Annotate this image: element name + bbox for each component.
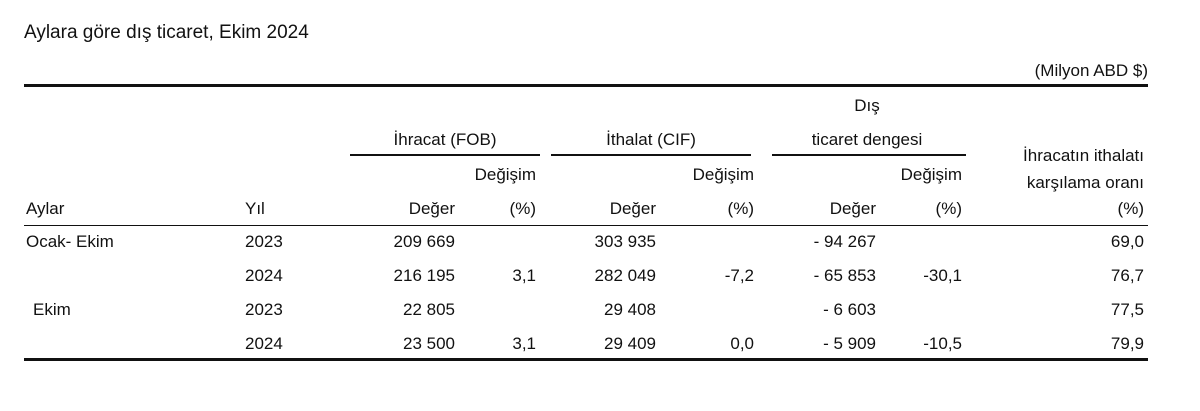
imports-header: İthalat (CIF)	[606, 130, 696, 149]
row-coverage: 77,5	[1110, 300, 1144, 319]
row-year: 2024	[245, 334, 283, 353]
table-bottom-rule	[24, 358, 1148, 361]
imports-underline	[551, 154, 751, 156]
row-period: Ekim	[33, 300, 71, 319]
row-imports-value: 303 935	[594, 232, 656, 251]
balance-header-line1: Dış	[854, 96, 880, 115]
exports-header: İhracat (FOB)	[393, 130, 497, 149]
row-imports-value: 282 049	[594, 266, 656, 285]
unit-label: (Milyon ABD $)	[1034, 61, 1148, 80]
row-year: 2023	[245, 300, 283, 319]
exports-value-header: Değer	[408, 199, 455, 218]
exports-underline	[350, 154, 540, 156]
row-exports-change: 3,1	[512, 266, 536, 285]
coverage-pct-header: (%)	[1117, 199, 1144, 218]
balance-pct-header: (%)	[935, 199, 962, 218]
balance-underline	[772, 154, 966, 156]
row-coverage: 69,0	[1110, 232, 1144, 251]
exports-change-header: Değişim	[474, 165, 536, 184]
row-imports-value: 29 409	[604, 334, 656, 353]
balance-change-header: Değişim	[900, 165, 962, 184]
row-balance-value: - 6 603	[823, 300, 876, 319]
row-balance-change: -10,5	[923, 334, 962, 353]
row-imports-change: 0,0	[730, 334, 754, 353]
row-exports-value: 22 805	[403, 300, 455, 319]
table-top-rule	[24, 84, 1148, 87]
row-period: Ocak- Ekim	[26, 232, 114, 251]
balance-header-line2: ticaret dengesi	[811, 130, 923, 149]
row-imports-change: -7,2	[724, 266, 754, 285]
months-header: Aylar	[26, 199, 65, 218]
row-exports-value: 216 195	[393, 266, 455, 285]
imports-value-header: Değer	[609, 199, 656, 218]
header-rule	[24, 225, 1148, 226]
row-exports-value: 209 669	[393, 232, 455, 251]
row-year: 2024	[245, 266, 283, 285]
row-exports-value: 23 500	[403, 334, 455, 353]
row-coverage: 79,9	[1110, 334, 1144, 353]
year-header: Yıl	[245, 199, 265, 218]
table-title: Aylara göre dış ticaret, Ekim 2024	[24, 22, 309, 43]
row-coverage: 76,7	[1110, 266, 1144, 285]
row-balance-value: - 94 267	[813, 232, 876, 251]
coverage-header-line2: karşılama oranı	[1026, 173, 1144, 192]
row-imports-value: 29 408	[604, 300, 656, 319]
coverage-header-line1: İhracatın ithalatı	[1023, 146, 1144, 165]
imports-pct-header: (%)	[727, 199, 754, 218]
row-balance-value: - 65 853	[813, 266, 876, 285]
row-balance-change: -30,1	[923, 266, 962, 285]
balance-value-header: Değer	[829, 199, 876, 218]
row-year: 2023	[245, 232, 283, 251]
imports-change-header: Değişim	[692, 165, 754, 184]
row-exports-change: 3,1	[512, 334, 536, 353]
row-balance-value: - 5 909	[823, 334, 876, 353]
exports-pct-header: (%)	[509, 199, 536, 218]
